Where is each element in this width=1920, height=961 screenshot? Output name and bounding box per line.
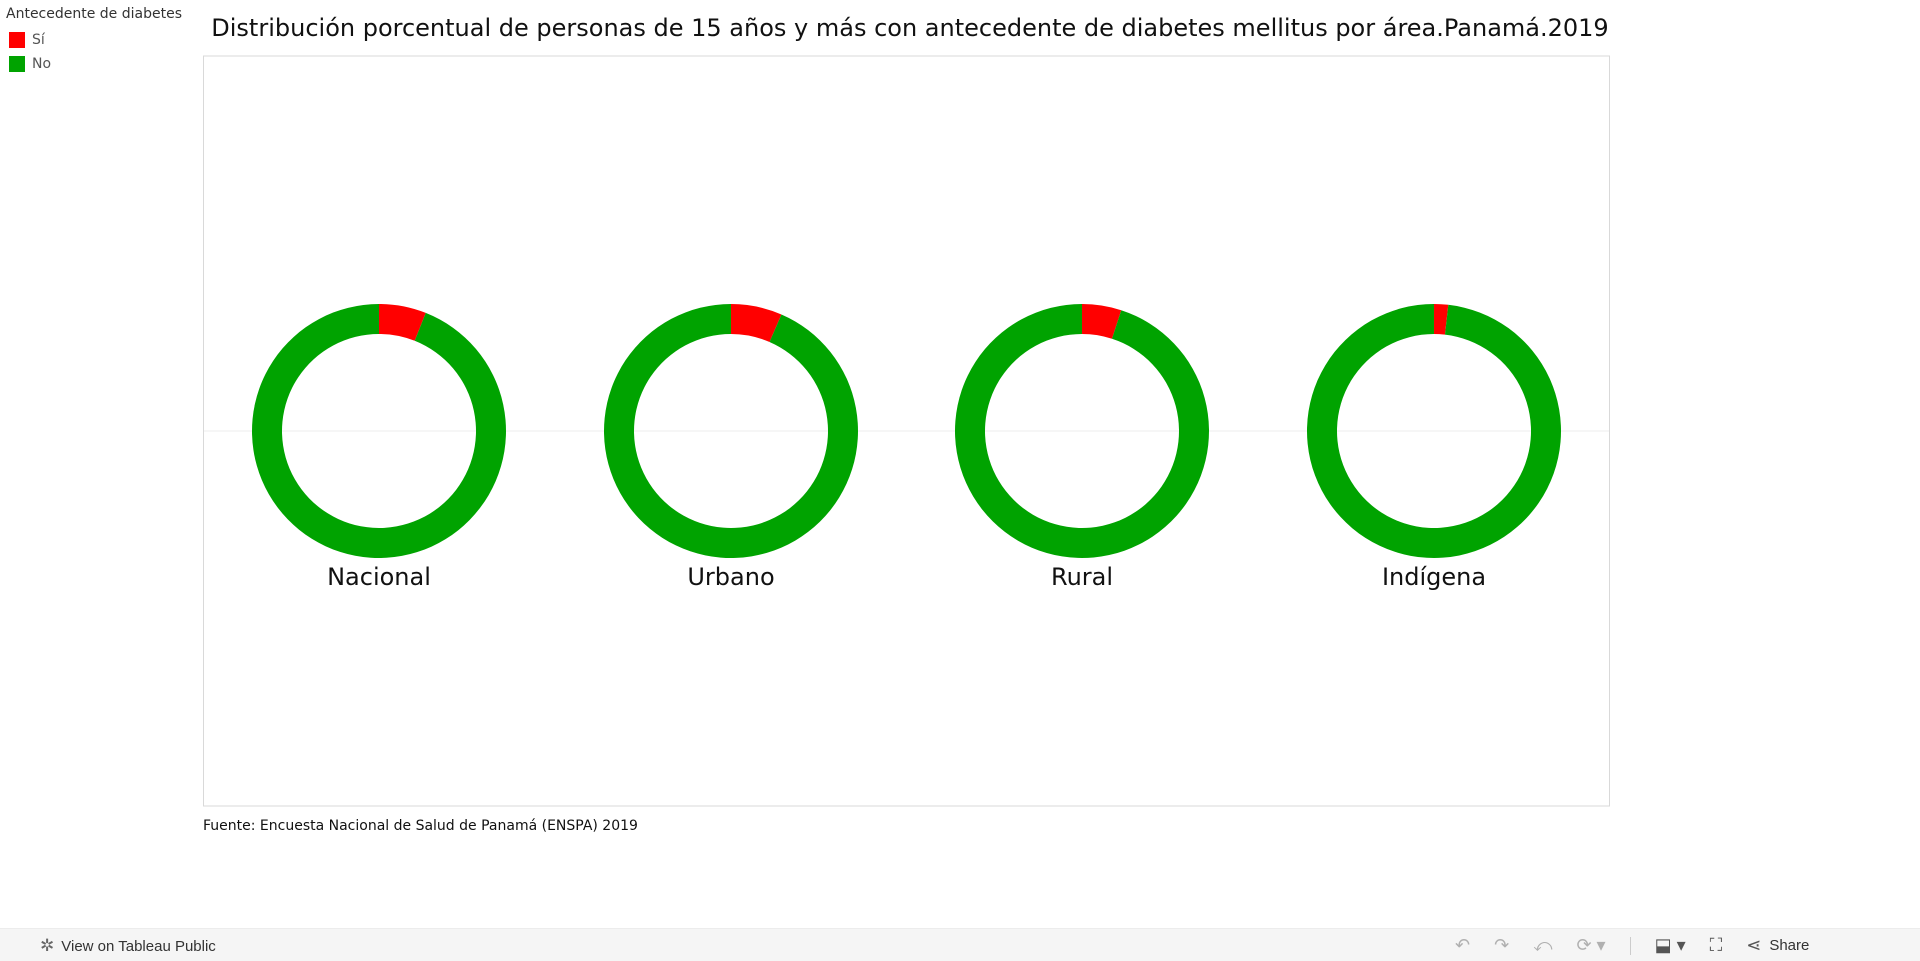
redo-icon[interactable]: ↷	[1494, 935, 1510, 955]
chart-title: Distribución porcentual de personas de 1…	[211, 14, 1609, 42]
donut-label-urbano: Urbano	[687, 563, 774, 591]
revert-icon[interactable]: ⤺	[1533, 935, 1553, 955]
toolbar: ↶ ↷ ⤺ ⟳ ▾ ⬓ ▾ ⛶ ⋖ Share	[1455, 935, 1809, 956]
donut-chart: Nacional Urbano Rural Indígena	[203, 55, 1610, 807]
legend-item-no[interactable]: No	[6, 52, 182, 76]
footer-bar: ✲ View on Tableau Public ↶ ↷ ⤺ ⟳ ▾ ⬓ ▾ ⛶…	[0, 928, 1920, 961]
legend-label-no: No	[32, 56, 52, 72]
fullscreen-icon[interactable]: ⛶	[1709, 935, 1723, 955]
slice-urbano-si[interactable]	[731, 304, 782, 342]
share-icon: ⋖	[1746, 935, 1762, 955]
download-icon[interactable]: ⬓ ▾	[1654, 935, 1686, 955]
undo-icon[interactable]: ↶	[1455, 935, 1471, 955]
legend: Antecedente de diabetes Sí No	[6, 6, 182, 76]
slice-indígena-si[interactable]	[1434, 304, 1449, 335]
legend-label-si: Sí	[32, 32, 45, 48]
legend-item-si[interactable]: Sí	[6, 28, 182, 52]
refresh-icon[interactable]: ⟳ ▾	[1576, 935, 1606, 955]
tableau-icon: ✲	[40, 936, 55, 955]
donut-label-nacional: Nacional	[327, 563, 431, 591]
toolbar-divider	[1629, 936, 1631, 955]
legend-swatch-no	[9, 56, 25, 72]
donut-label-rural: Rural	[1051, 563, 1113, 591]
share-label: Share	[1769, 937, 1810, 954]
slice-nacional-si[interactable]	[379, 304, 426, 341]
view-on-tableau-link[interactable]: ✲ View on Tableau Public	[40, 936, 216, 956]
view-on-tableau-label: View on Tableau Public	[61, 937, 216, 955]
share-button[interactable]: ⋖ Share	[1746, 935, 1809, 956]
source-note: Fuente: Encuesta Nacional de Salud de Pa…	[203, 818, 638, 834]
plot-frame	[203, 55, 1610, 807]
slice-rural-si[interactable]	[1082, 304, 1122, 339]
donut-label-indígena: Indígena	[1382, 563, 1486, 591]
legend-title: Antecedente de diabetes	[6, 6, 182, 22]
legend-swatch-si	[9, 32, 25, 48]
